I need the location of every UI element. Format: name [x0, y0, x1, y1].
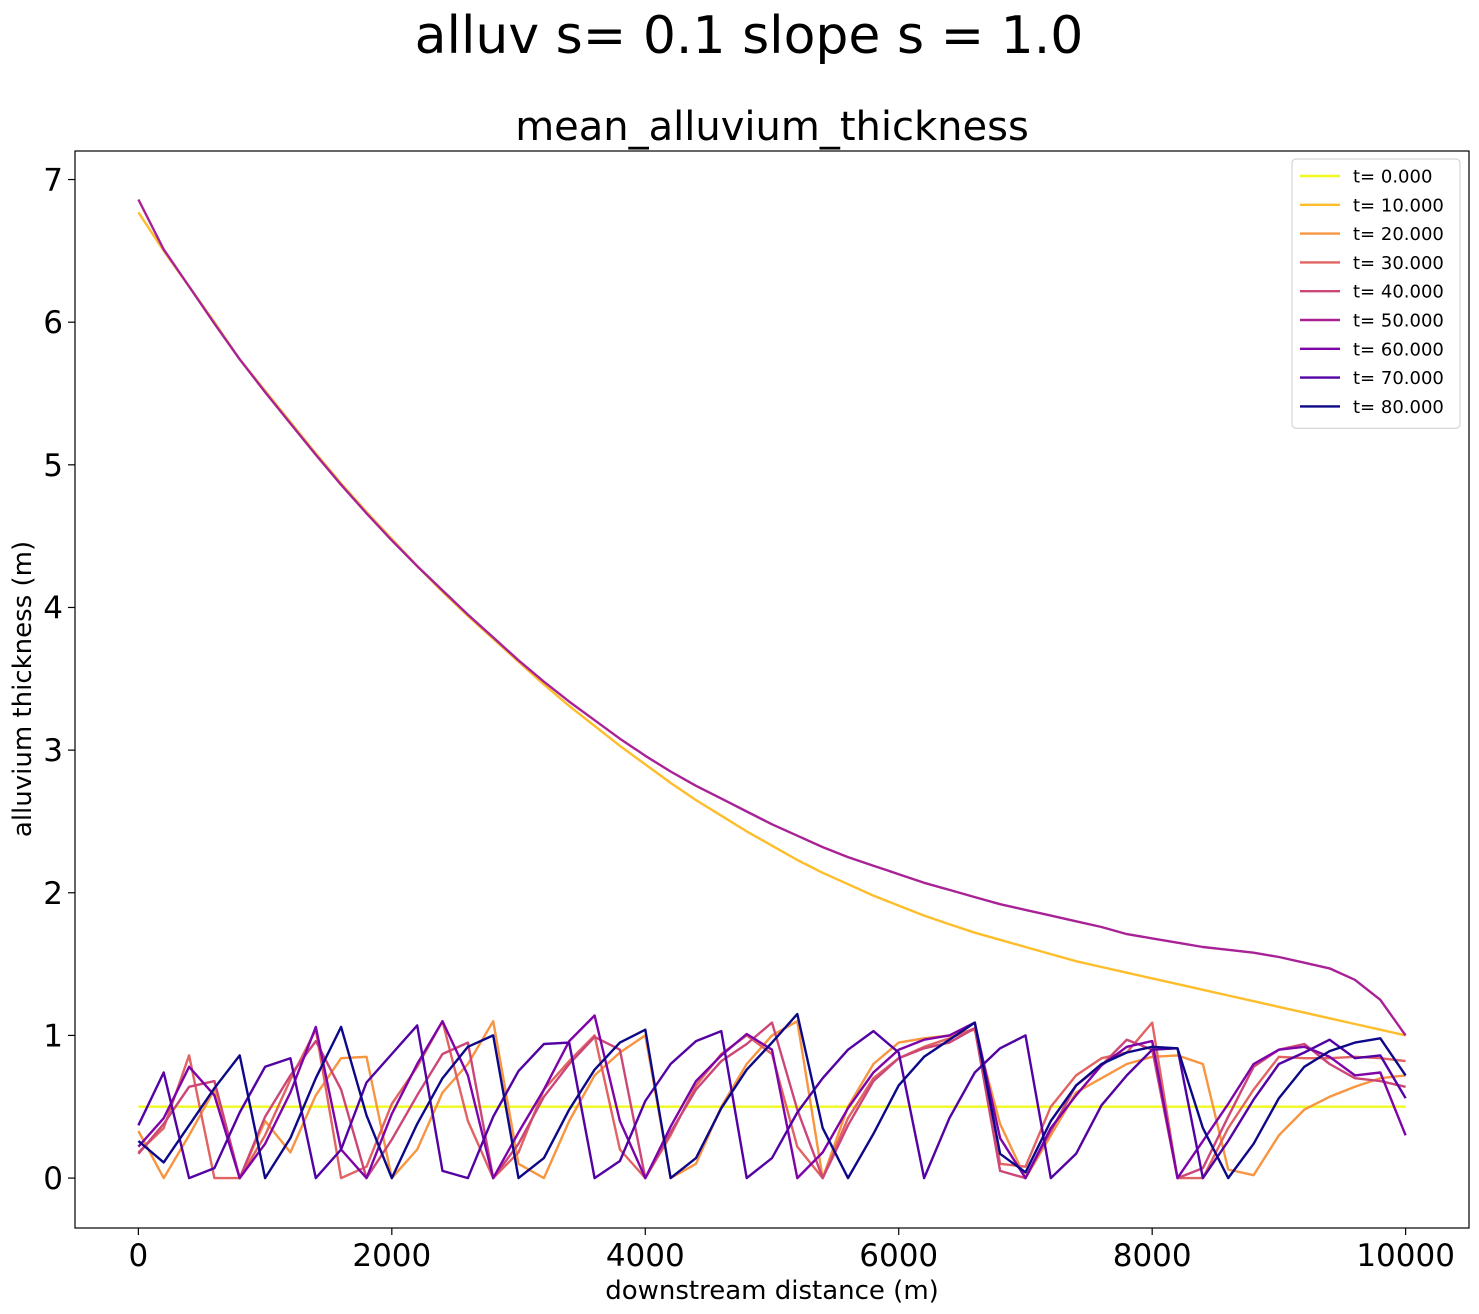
x-tick-label: 0	[128, 1238, 148, 1274]
legend-label: t= 70.000	[1353, 368, 1444, 389]
legend-label: t= 80.000	[1353, 397, 1444, 418]
y-tick-label: 0	[43, 1161, 63, 1197]
y-tick-label: 2	[43, 876, 63, 912]
y-axis-ticks: 0 1 2 3 4 5 6 7	[43, 163, 75, 1197]
y-tick-label: 3	[43, 733, 63, 769]
y-axis-label: alluvium thickness (m)	[8, 541, 38, 837]
x-tick-label: 4000	[606, 1238, 685, 1274]
data-series-lines	[137, 198, 1407, 1180]
series-line-8	[137, 1012, 1407, 1180]
y-tick-label: 6	[43, 305, 63, 341]
plot-background	[75, 151, 1469, 1228]
y-tick-label: 7	[43, 163, 63, 199]
x-tick-label: 8000	[1113, 1238, 1192, 1274]
series-line-5	[137, 198, 1407, 1037]
legend-label: t= 10.000	[1353, 195, 1444, 216]
x-tick-label: 10000	[1356, 1238, 1455, 1274]
figure-suptitle: alluv s= 0.1 slope s = 1.0	[415, 6, 1084, 66]
series-line-6	[137, 1014, 1407, 1180]
plot-frame	[74, 150, 1470, 1229]
legend: t= 0.000 t= 10.000 t= 20.000 t= 30.000 t= 40…	[1291, 158, 1461, 429]
y-tick-label: 1	[43, 1018, 63, 1054]
legend-label: t= 40.000	[1353, 282, 1444, 303]
x-axis-ticks: 0 2000 4000 6000 8000 10000	[128, 1228, 1455, 1274]
x-tick-label: 6000	[859, 1238, 938, 1274]
legend-label: t= 20.000	[1353, 224, 1444, 245]
legend-label: t= 30.000	[1353, 253, 1444, 274]
x-tick-label: 2000	[352, 1238, 431, 1274]
legend-label: t= 60.000	[1353, 339, 1444, 360]
legend-box	[1291, 158, 1461, 429]
y-tick-label: 4	[43, 590, 63, 626]
legend-label: t= 0.000	[1353, 167, 1432, 188]
series-line-7	[137, 1024, 1407, 1180]
series-line-4	[137, 1021, 1406, 1180]
y-tick-label: 5	[43, 448, 63, 484]
legend-label: t= 50.000	[1353, 311, 1444, 332]
chart-title: mean_alluvium_thickness	[515, 104, 1029, 150]
x-axis-label: downstream distance (m)	[605, 1276, 939, 1306]
